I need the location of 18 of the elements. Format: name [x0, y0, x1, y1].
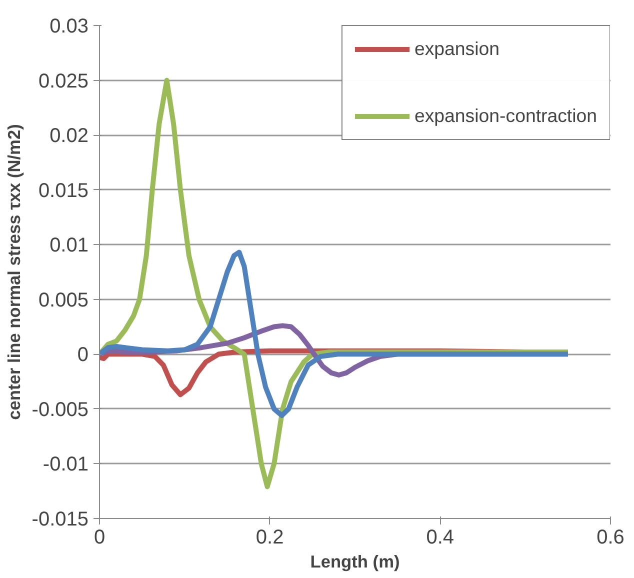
legend-label: expansion	[414, 38, 501, 60]
x-axis-title: Length (m)	[310, 552, 400, 572]
y-tick-label: -0.015	[32, 508, 89, 530]
y-tick-label: 0.015	[38, 180, 89, 202]
x-tick-label: 0.4	[426, 526, 454, 548]
y-tick-label: 0.03	[50, 16, 89, 38]
y-tick-label: 0.01	[50, 234, 89, 257]
y-tick-label: 0.005	[38, 289, 89, 312]
y-tick-label: 0.02	[50, 125, 89, 148]
y-axis-title: center line normal stress τxx (N/m2)	[4, 124, 24, 420]
x-tick-label: 0	[94, 526, 106, 548]
x-tick-label: 0.2	[256, 526, 284, 548]
x-tick-label: 0.6	[596, 526, 624, 548]
y-tick-label: -0.005	[32, 398, 89, 421]
y-tick-label: 0	[77, 344, 88, 366]
legend-label: expansion-contraction	[414, 105, 597, 127]
y-tick-label: 0.025	[38, 70, 89, 92]
y-tick-label: -0.01	[42, 454, 89, 476]
